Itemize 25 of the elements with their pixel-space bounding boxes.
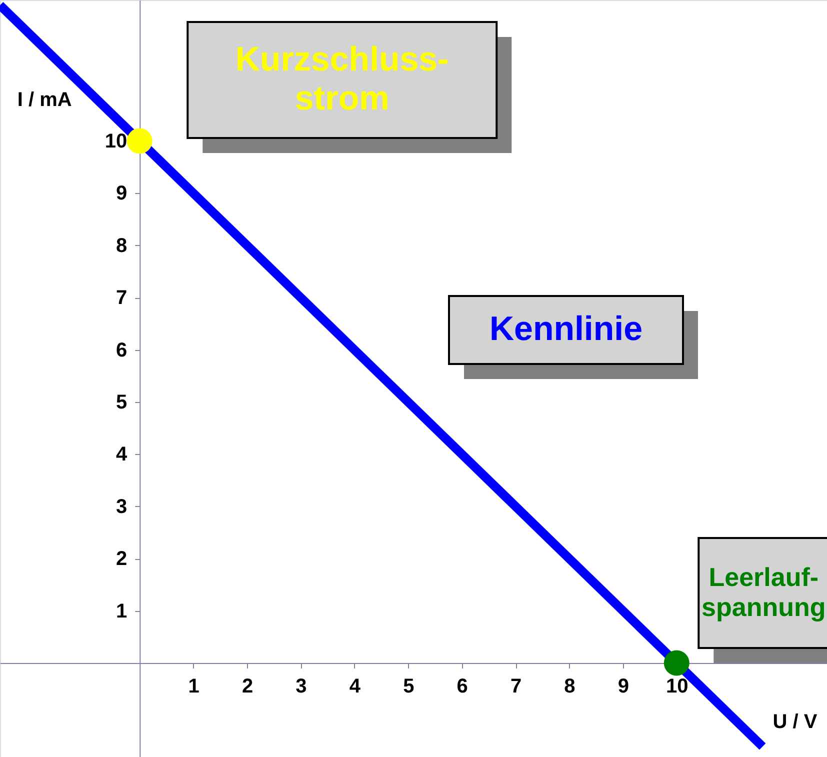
y-tick-label: 8	[116, 234, 128, 257]
x-tick-label: 10	[666, 676, 688, 698]
y-tick-label: 1	[116, 600, 128, 622]
y-tick-label: 3	[116, 496, 128, 518]
y-tick-label: 7	[116, 287, 128, 310]
annotation: Kurzschluss-strom	[235, 40, 449, 118]
x-tick-label: 2	[242, 676, 254, 698]
y-tick-label: 9	[116, 182, 128, 205]
x-tick-label: 6	[456, 676, 468, 698]
y-axis-title: I / mA	[17, 89, 72, 111]
y-tick-label: 6	[116, 339, 128, 362]
x-tick-label: 4	[349, 676, 362, 698]
x-tick-label: 8	[564, 676, 576, 698]
x-axis-title: U / V	[772, 711, 818, 733]
x-tick-label: 1	[188, 676, 200, 698]
y-tick-label: 10	[104, 130, 128, 152]
x-tick-label: 5	[403, 676, 414, 698]
annotation: Leerlauf-spannung	[702, 562, 826, 622]
y-tick-label: 4	[116, 444, 128, 466]
annotation: Kennlinie	[489, 310, 643, 348]
x-tick-label: 3	[296, 676, 307, 698]
x-tick-label: 9	[618, 676, 629, 698]
x-tick-label: 7	[510, 676, 522, 698]
y-tick-label: 5	[116, 391, 128, 414]
y-tick-label: 2	[116, 548, 128, 570]
